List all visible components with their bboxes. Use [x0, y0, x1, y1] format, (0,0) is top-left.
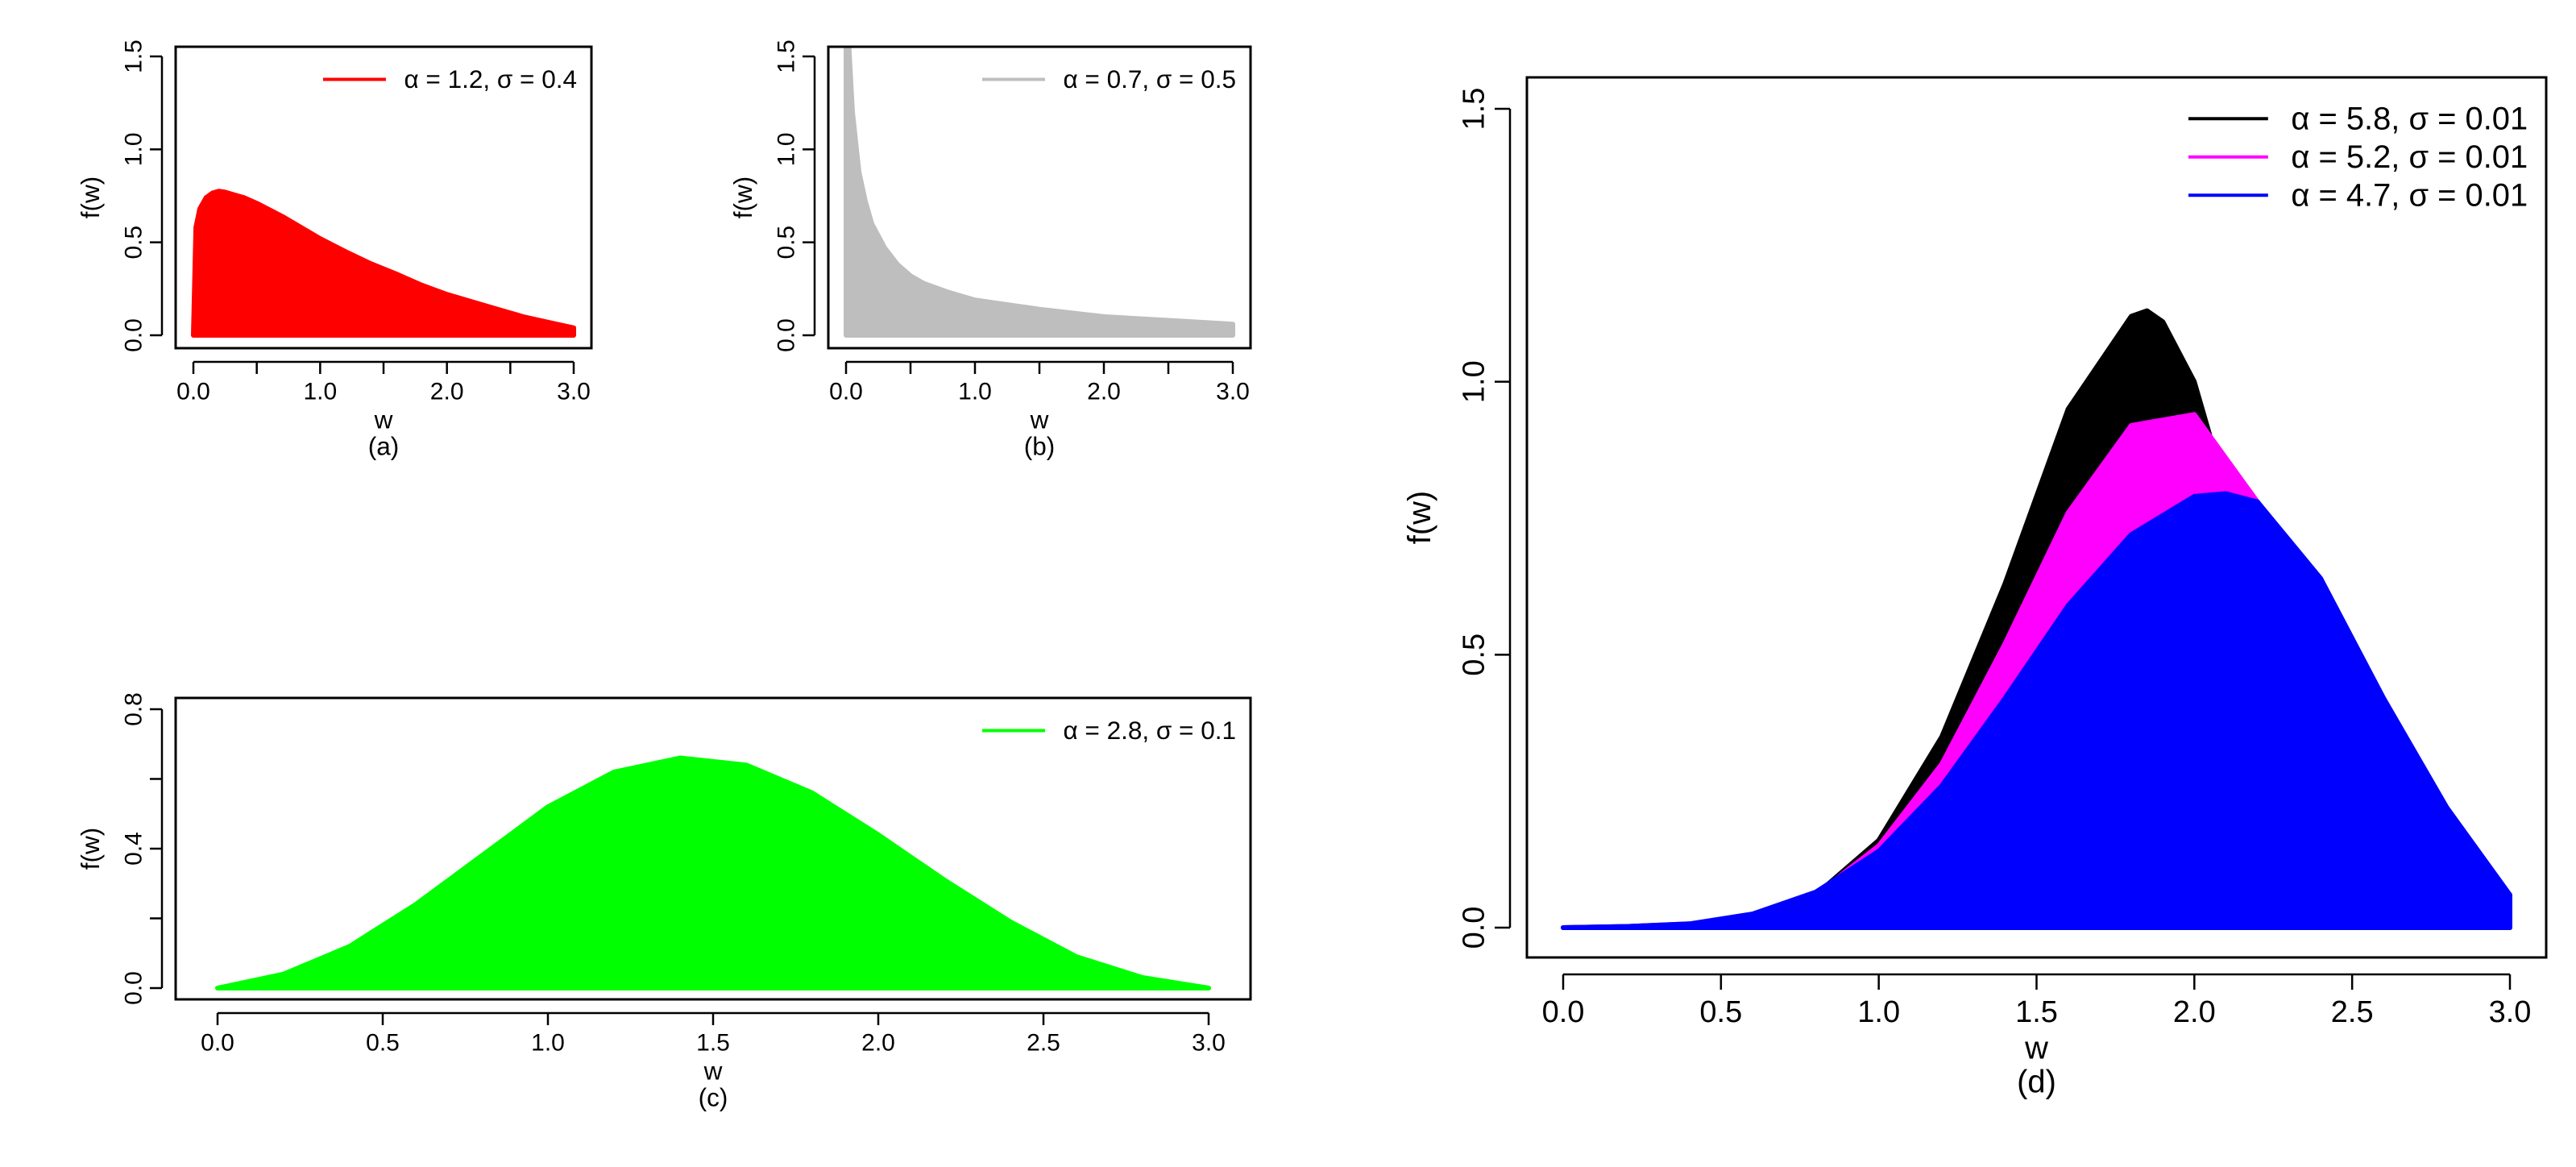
chart-c-frame	[174, 696, 1252, 1001]
chart-d-y-axis-label: f(w)	[1402, 491, 1437, 544]
chart-a-y-tick-label: 1.5	[121, 39, 147, 73]
chart-a-x-tick-label: 0.0	[176, 379, 210, 405]
chart-c-x-axis-label: w	[703, 1057, 723, 1086]
chart-a-y-tick-label: 0.5	[121, 226, 147, 260]
chart-b-x-axis-label: w	[1030, 405, 1049, 434]
chart-d-legend-label-3: α = 4.7, σ = 0.01	[2291, 178, 2528, 214]
chart-c: 0.0 0.5 1.0 1.5 2.0 2.5 3.0 0.0 0.4 0.8 w f(w) (c) α …	[76, 692, 1252, 1112]
chart-a-x-tick-label: 3.0	[557, 379, 591, 405]
chart-c-y-axis-label: f(w)	[76, 828, 105, 870]
chart-d-plot-area	[1561, 308, 2512, 930]
chart-d-legend: α = 5.8, σ = 0.01α = 5.2, σ = 0.01α = 4.…	[2188, 102, 2528, 214]
chart-b-legend-label-1: α = 0.7, σ = 0.5	[1063, 64, 1236, 93]
chart-b-series-1-area	[844, 47, 1235, 338]
chart-d-x-tick-label: 1.0	[1857, 995, 1900, 1029]
chart-d-legend-label-1: α = 5.8, σ = 0.01	[2291, 102, 2528, 137]
chart-a-x-axis-label: w	[374, 405, 393, 434]
chart-b-x-tick-label: 0.0	[829, 379, 863, 405]
chart-c-y-tick-label: 0.4	[121, 832, 147, 866]
chart-a-y-tick-label: 0.0	[121, 318, 147, 352]
chart-a-legend-label-1: α = 1.2, σ = 0.4	[404, 64, 577, 93]
chart-a-series-1-area	[191, 189, 576, 338]
chart-d-x-axis-label: w	[2024, 1031, 2048, 1066]
chart-d: 0.0 0.5 1.0 1.5 2.0 2.5 3.00.00.51.01.5wf(w)(d…	[1402, 76, 2548, 1099]
chart-d-y-tick-label: 1.5	[1458, 88, 1491, 131]
chart-c-x-tick-label: 1.0	[531, 1030, 565, 1057]
chart-b-x-tick-label: 2.0	[1087, 379, 1121, 405]
chart-c-y-tick-label: 0.0	[121, 971, 147, 1005]
chart-a-frame	[174, 45, 593, 350]
chart-c-legend-label-1: α = 2.8, σ = 0.1	[1063, 716, 1236, 745]
chart-d-x-tick-label: 2.5	[2331, 995, 2374, 1029]
chart-b-plot-area	[844, 47, 1235, 338]
chart-c-caption: (c)	[699, 1083, 728, 1112]
chart-a-y-axis-label: f(w)	[76, 177, 105, 218]
chart-c-x-tick-label: 0.5	[366, 1030, 400, 1057]
chart-b-y-tick-label: 1.5	[774, 39, 800, 73]
chart-a-x-tick-label: 1.0	[303, 379, 337, 405]
chart-a-y-tick-label: 1.0	[121, 132, 147, 166]
chart-d-series-3-area	[1561, 491, 2512, 930]
chart-d-x-tick-label: 0.0	[1542, 995, 1585, 1029]
chart-d-caption: (d)	[2017, 1064, 2056, 1099]
chart-b-y-tick-label: 0.0	[774, 318, 800, 352]
chart-c-x-tick-label: 1.5	[696, 1030, 730, 1057]
chart-a-plot-area	[191, 189, 576, 338]
chart-d-y-tick-label: 0.5	[1458, 633, 1491, 676]
chart-c-x-tick-label: 2.0	[861, 1030, 895, 1057]
chart-b-y-tick-label: 0.5	[774, 226, 800, 260]
chart-d-frame	[1525, 76, 2548, 959]
chart-c-series-1-area	[215, 755, 1211, 990]
chart-d-x-tick-label: 1.5	[2015, 995, 2058, 1029]
chart-c-y-tick-label: 0.8	[121, 692, 147, 726]
chart-d-x-tick-label: 2.0	[2173, 995, 2216, 1029]
chart-a: 0.0 1.0 2.0 3.0 0.0 0.5 1.0 1.5 w f(w) (a) α = 1.2,…	[76, 39, 593, 461]
chart-a-caption: (a)	[368, 432, 400, 461]
chart-d-x-tick-label: 0.5	[1699, 995, 1742, 1029]
chart-a-x-tick-label: 2.0	[430, 379, 464, 405]
chart-c-x-tick-label: 2.5	[1027, 1030, 1060, 1057]
chart-b: 0.0 1.0 2.0 3.0 0.0 0.5 1.0 1.5 w f(w) (b) α = 0.7,…	[728, 39, 1252, 461]
chart-b-y-tick-label: 1.0	[774, 132, 800, 166]
chart-d-legend-label-2: α = 5.2, σ = 0.01	[2291, 139, 2528, 175]
chart-d-y-tick-label: 0.0	[1458, 907, 1491, 949]
chart-d-x-tick-label: 3.0	[2489, 995, 2532, 1029]
chart-b-y-axis-label: f(w)	[728, 177, 757, 218]
chart-c-x-tick-label: 0.0	[201, 1030, 234, 1057]
chart-b-frame	[827, 45, 1252, 350]
chart-b-legend: α = 0.7, σ = 0.5	[981, 64, 1236, 93]
chart-c-legend: α = 2.8, σ = 0.1	[981, 716, 1236, 745]
chart-c-plot-area	[215, 755, 1211, 990]
chart-b-x-tick-label: 1.0	[958, 379, 992, 405]
chart-a-legend: α = 1.2, σ = 0.4	[322, 64, 577, 93]
chart-b-caption: (b)	[1024, 432, 1056, 461]
chart-b-x-tick-label: 3.0	[1216, 379, 1250, 405]
chart-d-y-tick-label: 1.0	[1458, 360, 1491, 403]
chart-c-x-tick-label: 3.0	[1192, 1030, 1226, 1057]
